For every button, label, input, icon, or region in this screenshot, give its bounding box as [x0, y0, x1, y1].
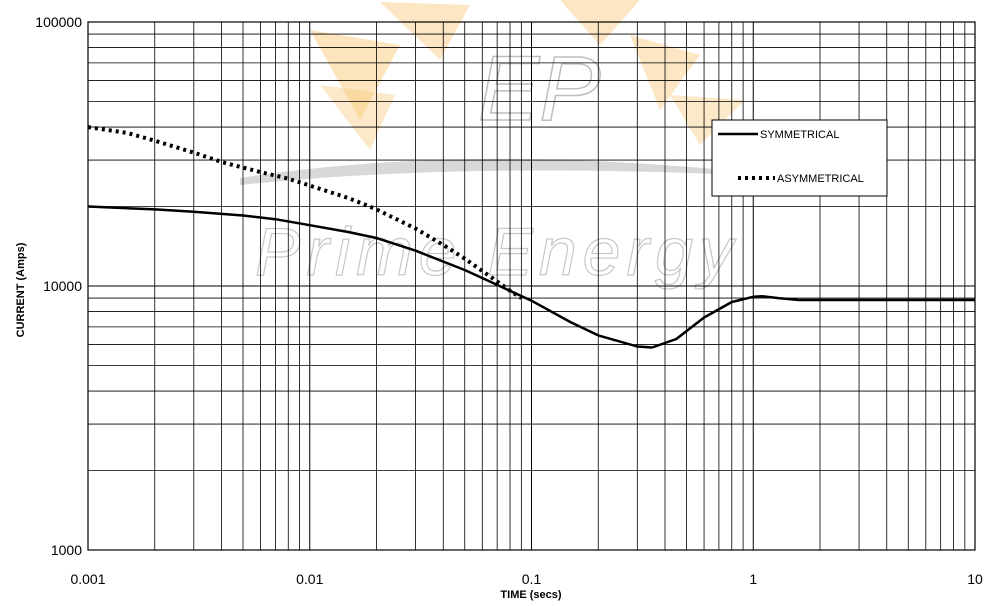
x-tick-label: 0.001 [70, 571, 105, 587]
x-tick-label: 0.01 [296, 571, 323, 587]
series-line-symmetrical [87, 205, 975, 349]
grid [87, 22, 975, 551]
legend: SYMMETRICAL ASYMMETRICAL [711, 119, 888, 197]
legend-box [711, 119, 888, 197]
x-tick-label: 1 [749, 571, 757, 587]
series-line-asymmetrical [87, 125, 523, 300]
legend-label-symmetrical: SYMMETRICAL [760, 129, 839, 141]
series [87, 125, 975, 349]
x-tick-label: 0.1 [522, 571, 542, 587]
watermark-monogram: EP [478, 38, 601, 140]
x-axis-title: TIME (secs) [500, 589, 561, 601]
watermark-orange-petal [380, 2, 470, 60]
watermark-orange-petal [320, 85, 395, 150]
legend-label-asymmetrical: ASYMMETRICAL [777, 173, 864, 185]
watermark-swoosh [240, 159, 800, 185]
y-tick-label: 10000 [43, 278, 82, 294]
watermark-orange-petal [310, 30, 400, 120]
plot-area [87, 21, 976, 551]
plot-border [87, 21, 976, 551]
tick-labels: 0.001 0.01 0.1 1 10 1000 10000 100000 [35, 14, 983, 587]
y-tick-label: 100000 [35, 14, 82, 30]
x-tick-label: 10 [967, 571, 983, 587]
y-axis-title: CURRENT (Amps) [15, 242, 27, 337]
y-tick-label: 1000 [51, 542, 82, 558]
watermark-orange-petal [670, 95, 745, 145]
